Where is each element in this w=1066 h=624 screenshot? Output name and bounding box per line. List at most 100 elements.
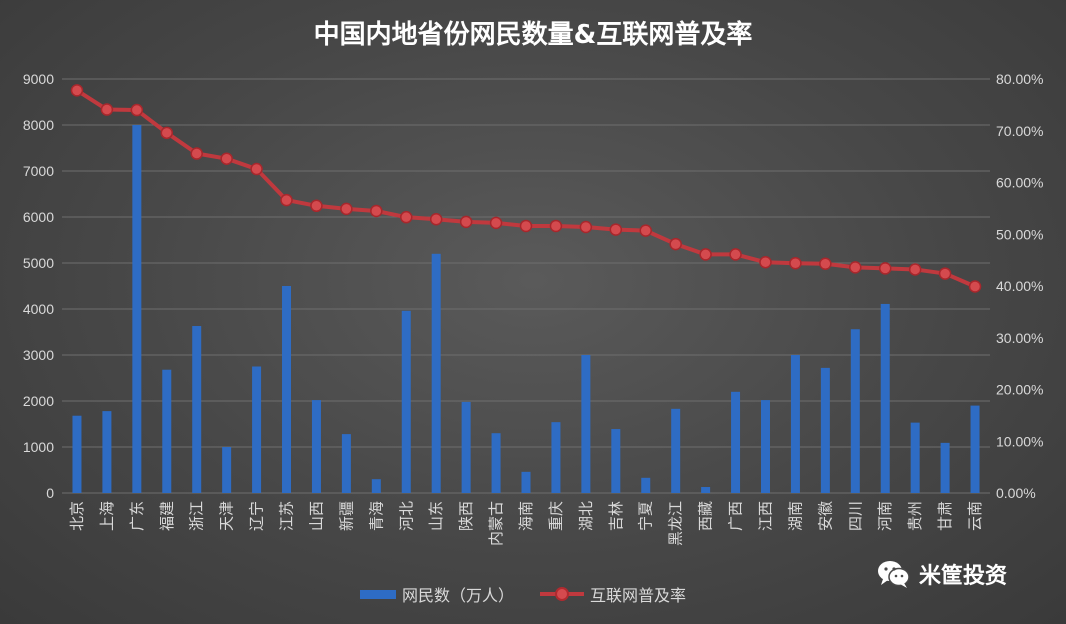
category-label: 内蒙古 bbox=[487, 501, 505, 546]
legend: 网民数（万人） 互联网普及率 bbox=[360, 582, 686, 606]
watermark: 米筐投资 bbox=[877, 558, 1007, 590]
line-point bbox=[519, 219, 533, 233]
bar bbox=[311, 400, 321, 493]
category-label: 江西 bbox=[756, 501, 774, 531]
category-label: 湖北 bbox=[577, 501, 595, 531]
category-label: 河南 bbox=[876, 501, 894, 531]
bar bbox=[222, 447, 232, 493]
line-series bbox=[70, 84, 982, 293]
category-label: 四川 bbox=[846, 501, 864, 531]
category-label: 重庆 bbox=[547, 501, 565, 531]
bar bbox=[850, 329, 860, 493]
bar bbox=[162, 369, 172, 493]
bar bbox=[551, 422, 561, 493]
line-point bbox=[968, 280, 982, 293]
line-path bbox=[75, 88, 976, 289]
bar bbox=[790, 355, 800, 493]
line-point bbox=[429, 212, 443, 226]
line-point bbox=[190, 147, 203, 160]
bar bbox=[731, 391, 741, 493]
line-point bbox=[878, 262, 892, 275]
right-tick-label: 40.00% bbox=[996, 278, 1043, 294]
line-point bbox=[70, 84, 84, 97]
bar bbox=[820, 367, 830, 493]
line-point bbox=[100, 103, 114, 116]
legend-item-bars[interactable]: 网民数（万人） bbox=[360, 582, 514, 606]
left-tick-label: 2000 bbox=[23, 393, 54, 409]
line-point bbox=[280, 193, 293, 207]
bar bbox=[401, 310, 411, 493]
line-point bbox=[849, 261, 862, 274]
watermark-text: 米筐投资 bbox=[919, 564, 1008, 589]
line-point bbox=[340, 202, 353, 216]
bar bbox=[132, 125, 142, 493]
right-axis-ticks: 0.00% 10.00% 20.00% 30.00% 40.00% 50.00% 60.00… bbox=[996, 71, 1043, 501]
line-point bbox=[789, 256, 802, 270]
right-tick-label: 50.00% bbox=[996, 226, 1043, 242]
category-label: 海南 bbox=[517, 501, 535, 531]
line-point bbox=[669, 237, 682, 251]
line-point bbox=[310, 199, 323, 213]
bar bbox=[970, 405, 980, 493]
bar bbox=[611, 429, 621, 493]
left-tick-label: 1000 bbox=[23, 439, 54, 455]
bar bbox=[910, 422, 920, 493]
gridlines bbox=[62, 78, 990, 494]
right-tick-label: 30.00% bbox=[996, 330, 1043, 346]
chart-title: 中国内地省份网民数量&互联网普及率 bbox=[313, 20, 753, 50]
left-tick-label: 3000 bbox=[23, 347, 54, 363]
left-tick-label: 6000 bbox=[23, 209, 54, 225]
line-point bbox=[400, 210, 413, 224]
bar bbox=[102, 411, 112, 493]
line-point bbox=[160, 126, 174, 140]
line-point bbox=[908, 263, 922, 276]
bar bbox=[431, 253, 441, 493]
line-point bbox=[639, 224, 652, 237]
left-tick-label: 4000 bbox=[23, 301, 54, 317]
bar bbox=[701, 487, 711, 493]
legend-item-line[interactable]: 互联网普及率 bbox=[540, 582, 686, 606]
category-label: 吉林 bbox=[607, 501, 625, 531]
category-label: 云南 bbox=[966, 501, 984, 531]
category-label: 甘肃 bbox=[936, 501, 954, 531]
left-tick-label: 8000 bbox=[23, 117, 54, 133]
line-point bbox=[250, 162, 263, 176]
category-label: 河北 bbox=[397, 501, 415, 531]
category-label: 湖南 bbox=[786, 501, 804, 531]
line-point bbox=[819, 257, 832, 270]
category-label: 广东 bbox=[128, 501, 146, 531]
category-label: 宁夏 bbox=[637, 501, 655, 531]
category-label: 江苏 bbox=[278, 501, 296, 531]
line-point bbox=[489, 216, 503, 230]
bar bbox=[341, 434, 351, 493]
legend-line-swatch bbox=[540, 587, 585, 601]
bar bbox=[72, 415, 82, 493]
bar bbox=[880, 303, 890, 493]
bar bbox=[641, 477, 651, 493]
bar bbox=[760, 400, 770, 493]
line-point bbox=[759, 255, 772, 269]
bar bbox=[491, 433, 501, 493]
category-label: 福建 bbox=[158, 501, 176, 531]
line-point bbox=[938, 267, 952, 280]
category-label: 安徽 bbox=[816, 501, 834, 531]
category-label: 黑龙江 bbox=[667, 501, 685, 546]
category-label: 广西 bbox=[727, 501, 745, 531]
line-point bbox=[699, 248, 712, 261]
legend-bar-label: 网民数（万人） bbox=[402, 586, 515, 605]
line-point bbox=[729, 248, 742, 261]
category-label: 陕西 bbox=[457, 501, 475, 531]
left-tick-label: 0 bbox=[46, 485, 54, 501]
left-tick-label: 9000 bbox=[23, 71, 54, 87]
bar bbox=[940, 442, 950, 493]
category-label: 山东 bbox=[427, 501, 445, 531]
bar bbox=[252, 366, 262, 493]
bar bbox=[282, 286, 292, 493]
right-tick-label: 60.00% bbox=[996, 175, 1043, 191]
right-tick-label: 0.00% bbox=[996, 485, 1036, 501]
legend-line-label: 互联网普及率 bbox=[590, 586, 687, 605]
bar bbox=[461, 401, 471, 493]
category-label: 新疆 bbox=[337, 501, 355, 531]
